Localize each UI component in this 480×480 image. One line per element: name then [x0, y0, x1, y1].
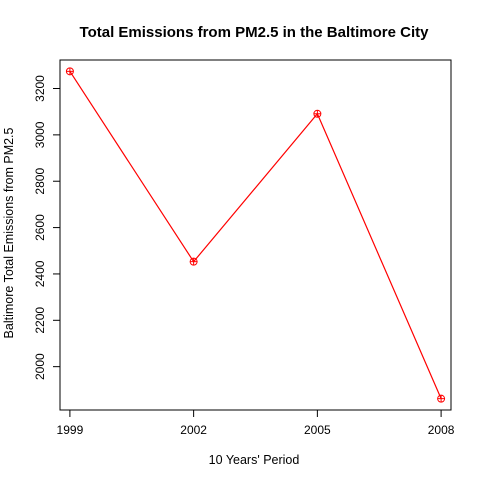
data-point: [65, 67, 74, 76]
plot-frame: [59, 59, 452, 411]
x-tick-label: 2005: [304, 423, 331, 437]
data-point: [189, 257, 198, 266]
x-tick-label: 2008: [428, 423, 455, 437]
x-tick-label: 2002: [180, 423, 207, 437]
y-axis: 2000 2200 2400 2600 2800 3000 3200: [33, 75, 61, 380]
series-line: [69, 71, 442, 399]
x-tick-label: 1999: [57, 423, 84, 437]
chart-title: Total Emissions from PM2.5 in the Baltim…: [80, 24, 430, 41]
y-tick-label: 2800: [33, 168, 47, 195]
y-tick-label: 3200: [33, 75, 47, 102]
y-tick-label: 2000: [33, 353, 47, 380]
x-axis-label: 10 Years' Period: [209, 453, 300, 467]
data-point: [437, 394, 446, 403]
y-tick-label: 3000: [33, 121, 47, 148]
y-tick-label: 2400: [33, 260, 47, 287]
y-axis-label: Baltimore Total Emissions from PM2.5: [2, 127, 16, 338]
data-point: [313, 109, 322, 118]
y-tick-label: 2600: [33, 214, 47, 241]
x-axis: 1999 2002 2005 2008: [57, 409, 455, 437]
y-tick-label: 2200: [33, 307, 47, 334]
series-layer: [65, 67, 446, 403]
